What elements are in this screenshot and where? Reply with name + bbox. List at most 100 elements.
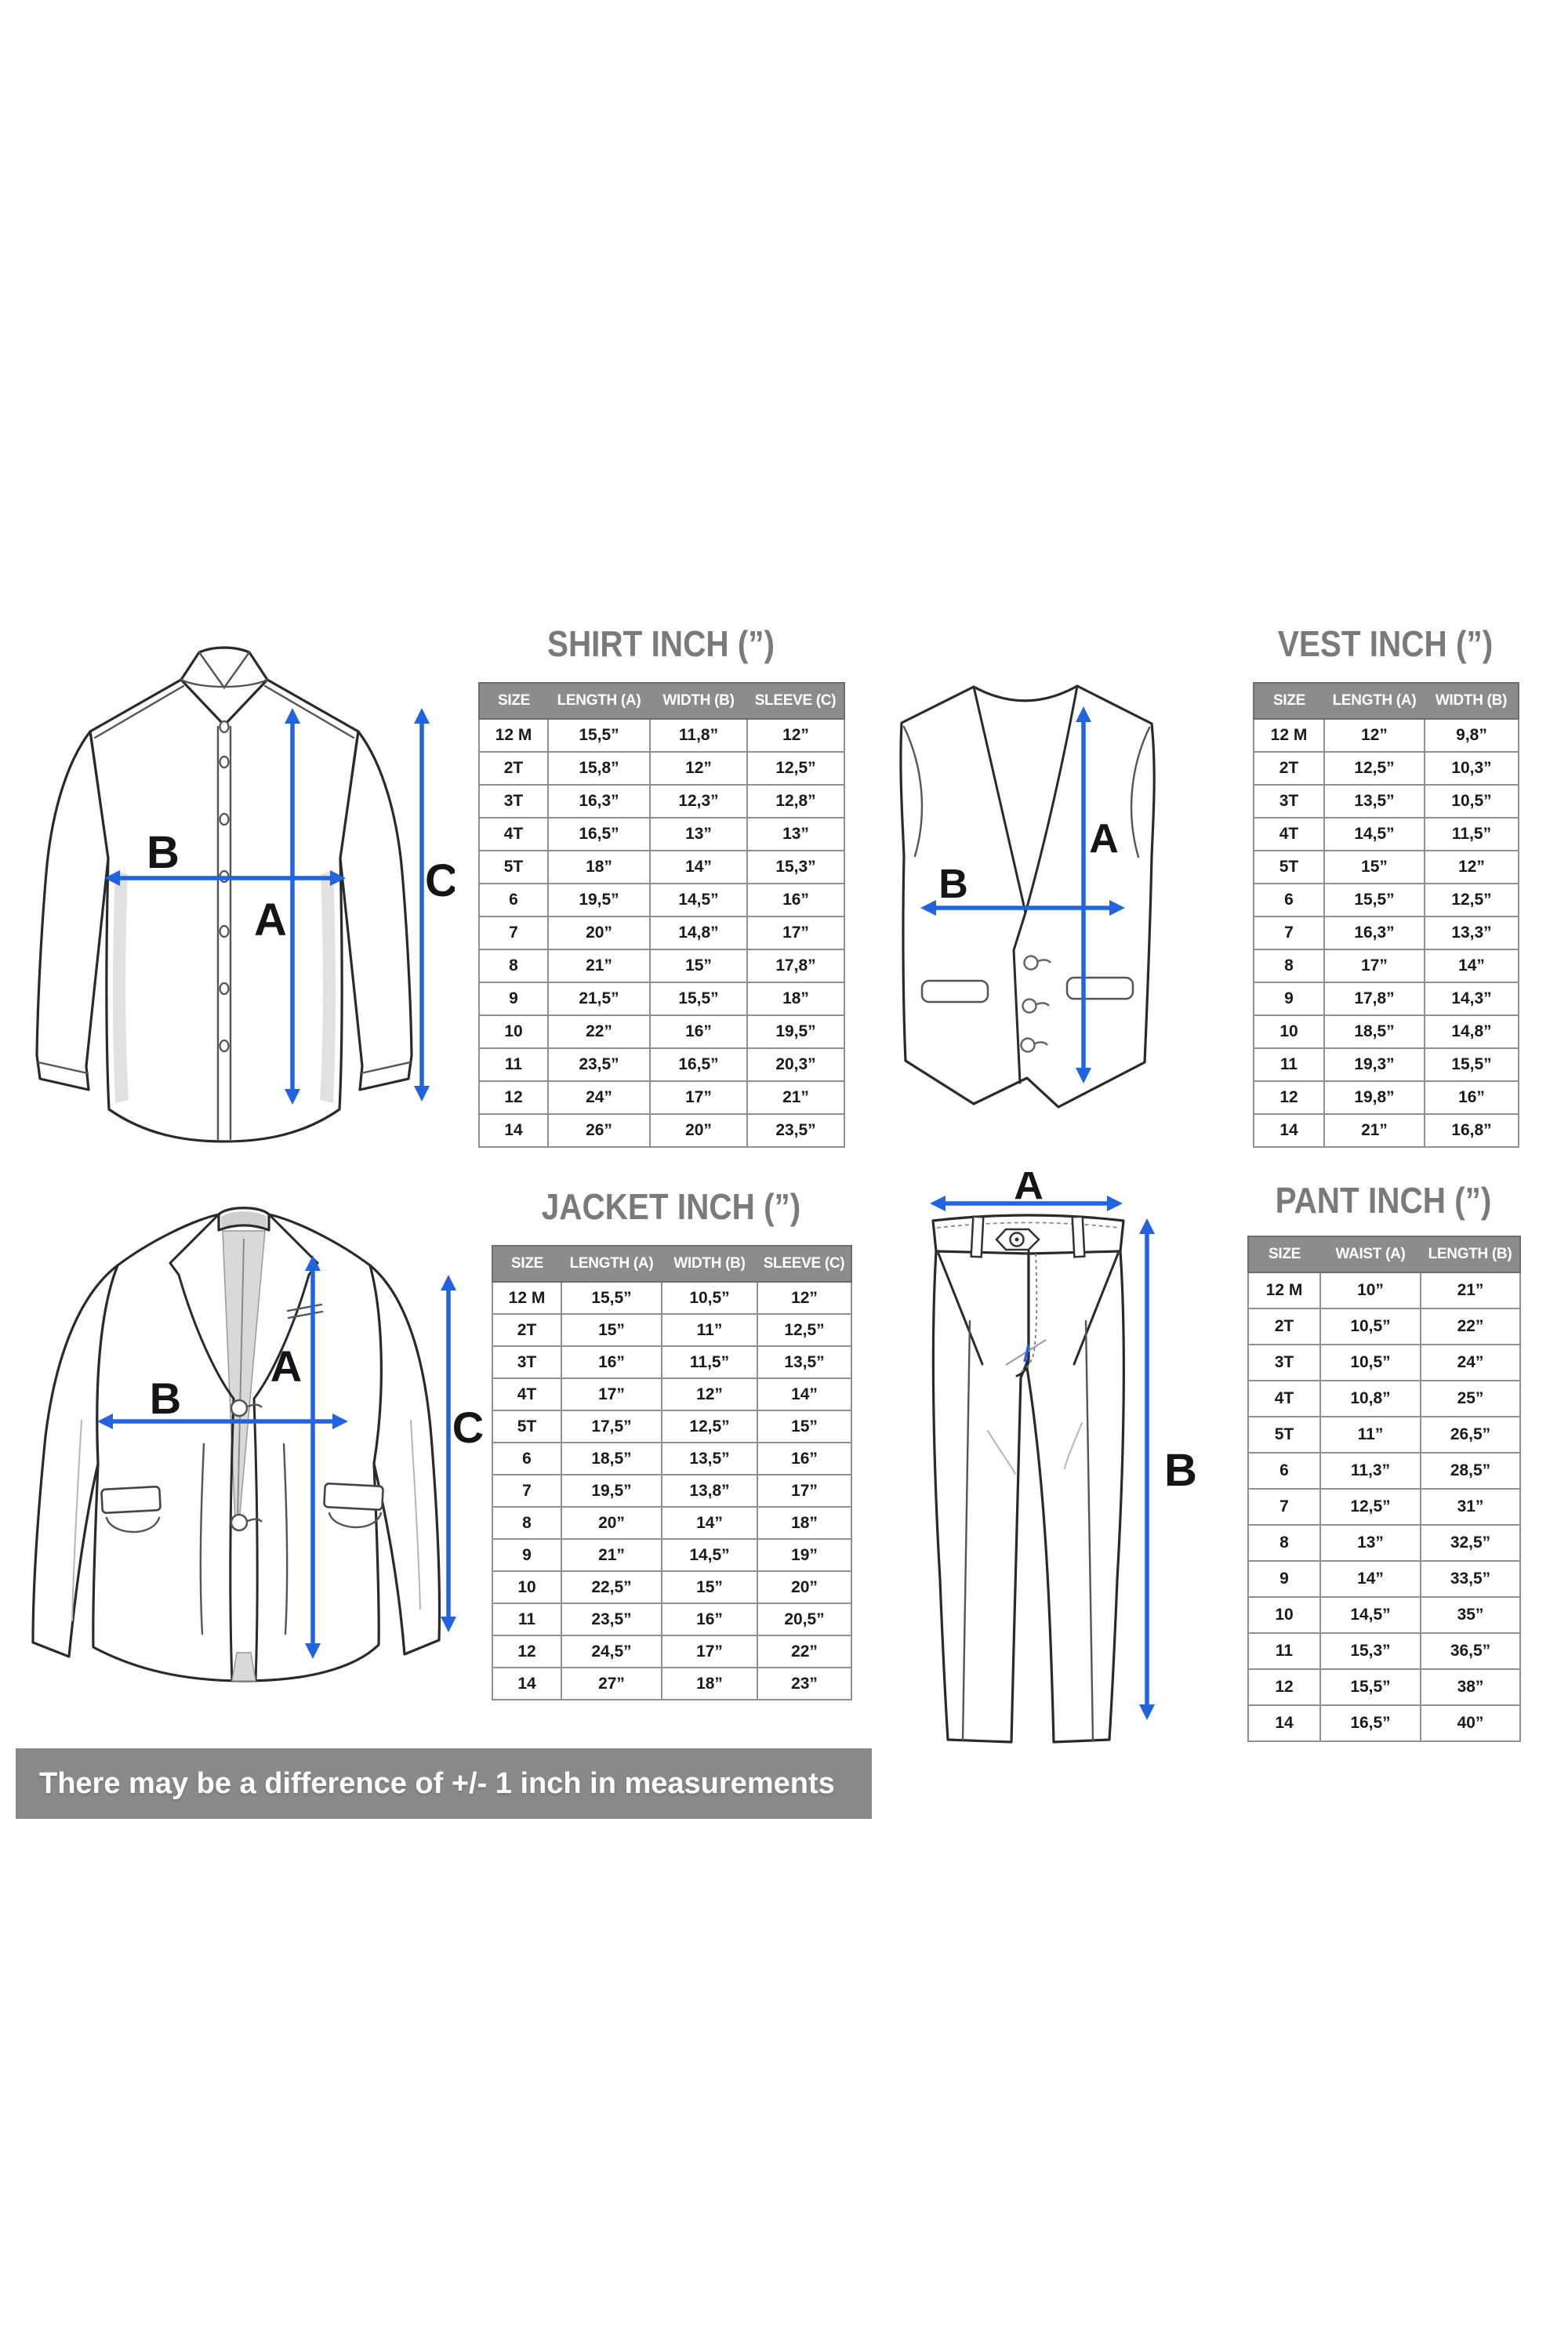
measurement-cell: 10,5” (1319, 1344, 1421, 1381)
size-cell: 8 (1253, 949, 1325, 983)
jacket-pocket-right (323, 1483, 384, 1529)
measurement-cell: 15” (649, 949, 748, 983)
measurement-cell: 14,5” (661, 1538, 758, 1572)
measurement-cell: 16” (1424, 1080, 1519, 1115)
size-cell: 14 (492, 1667, 562, 1700)
measurement-cell: 20” (757, 1570, 852, 1604)
pant-section: PANT INCH (”) SIZE WAIST (A) LENGTH (B) 12… (1247, 1180, 1521, 1742)
size-cell: 11 (492, 1602, 562, 1636)
size-cell: 3T (1247, 1344, 1321, 1381)
size-cell: 12 M (492, 1281, 562, 1315)
pant-illustration: A B (930, 1172, 1197, 1744)
table-row: 12 24” 17” 21” (478, 1080, 845, 1115)
size-cell: 3T (492, 1345, 562, 1379)
measurement-cell: 16,3” (547, 784, 651, 818)
column-header: SIZE (478, 682, 548, 720)
table-row: 5T 17,5” 12,5” 15” (492, 1410, 852, 1443)
measurement-cell: 21” (746, 1080, 845, 1115)
measurement-cell: 17,8” (746, 949, 845, 983)
table-row: 7 20” 14,8” 17” (478, 916, 845, 950)
size-cell: 12 (1247, 1668, 1321, 1706)
table-row: 9 21,5” 15,5” 18” (478, 982, 845, 1016)
pant-label-a: A (1014, 1172, 1044, 1208)
measurement-cell: 14,8” (1424, 1014, 1519, 1049)
size-cell: 14 (1247, 1704, 1321, 1742)
measurement-cell: 14,5” (649, 883, 748, 917)
table-row: 11 19,3” 15,5” (1253, 1047, 1519, 1082)
measurement-cell: 13” (649, 817, 748, 851)
measurement-cell: 18” (746, 982, 845, 1016)
measurement-cell: 18,5” (1323, 1014, 1425, 1049)
measurement-cell: 18” (661, 1667, 758, 1700)
table-row: 7 19,5” 13,8” 17” (492, 1474, 852, 1508)
measurement-cell: 26” (547, 1113, 651, 1148)
table-header-row: SIZE WAIST (A) LENGTH (B) (1247, 1236, 1521, 1273)
jacket-drawing (31, 1207, 441, 1682)
size-cell: 5T (478, 850, 549, 884)
size-cell: 8 (478, 949, 549, 983)
size-cell: 4T (1253, 817, 1325, 851)
measurement-cell: 12,3” (649, 784, 748, 818)
measurement-cell: 11” (661, 1313, 758, 1347)
size-cell: 7 (492, 1474, 562, 1508)
measurement-cell: 24” (1420, 1344, 1521, 1381)
measurement-cell: 10,5” (1424, 784, 1519, 818)
measurement-cell: 16” (746, 883, 845, 917)
measurement-cell: 18” (757, 1506, 852, 1540)
measurement-cell: 14” (649, 850, 748, 884)
size-cell: 4T (478, 817, 549, 851)
column-header: SIZE (1253, 682, 1324, 720)
measurement-cell: 12,5” (1319, 1488, 1421, 1526)
measurement-cell: 12,5” (1323, 751, 1425, 786)
table-row: 10 22,5” 15” 20” (492, 1570, 852, 1604)
measurement-cell: 12,5” (746, 751, 845, 786)
shirt-section: SHIRT INCH (”) SIZE LENGTH (A) WIDTH (B) SL… (478, 623, 845, 1148)
measurement-cell: 15,3” (1319, 1632, 1421, 1670)
measurement-cell: 18,5” (561, 1442, 662, 1475)
measurement-cell: 21,5” (547, 982, 651, 1016)
measurement-cell: 10,5” (661, 1281, 758, 1315)
measurement-cell: 11,8” (649, 718, 748, 753)
table-row: 5T 18” 14” 15,3” (478, 850, 845, 884)
size-cell: 6 (1253, 883, 1325, 917)
measurement-cell: 31” (1420, 1488, 1521, 1526)
measurement-cell: 17,5” (561, 1410, 662, 1443)
size-cell: 11 (478, 1047, 549, 1082)
column-header: WIDTH (B) (650, 682, 747, 720)
measurement-cell: 20,5” (757, 1602, 852, 1636)
measurement-cell: 14” (1319, 1560, 1421, 1598)
measurement-cell: 12,5” (1424, 883, 1519, 917)
pant-label-b: B (1164, 1445, 1197, 1496)
measurement-cell: 16” (661, 1602, 758, 1636)
size-cell: 12 (492, 1635, 562, 1668)
pant-measure-arrows: A B (930, 1172, 1197, 1720)
size-cell: 7 (1253, 916, 1325, 950)
measurement-cell: 17” (757, 1474, 852, 1508)
size-cell: 6 (1247, 1452, 1321, 1490)
measurement-cell: 21” (1323, 1113, 1425, 1148)
measurement-cell: 10,5” (1319, 1308, 1421, 1345)
shirt-size-table: SIZE LENGTH (A) WIDTH (B) SLEEVE (C) 12 M 15… (478, 682, 845, 1148)
table-header-row: SIZE LENGTH (A) WIDTH (B) (1253, 682, 1519, 720)
measurement-cell: 12” (746, 718, 845, 753)
measurement-cell: 20” (547, 916, 651, 950)
size-cell: 2T (1253, 751, 1325, 786)
table-row: 6 19,5” 14,5” 16” (478, 883, 845, 917)
measurement-cell: 15” (1323, 850, 1425, 884)
table-row: 14 21” 16,8” (1253, 1113, 1519, 1148)
table-row: 6 18,5” 13,5” 16” (492, 1442, 852, 1475)
measurement-cell: 15” (757, 1410, 852, 1443)
measurement-cell: 17,8” (1323, 982, 1425, 1016)
measurement-cell: 23,5” (561, 1602, 662, 1636)
size-cell: 7 (1247, 1488, 1321, 1526)
measurement-cell: 15,5” (1319, 1668, 1421, 1706)
size-cell: 2T (1247, 1308, 1321, 1345)
jacket-label-a: A (270, 1341, 302, 1391)
table-row: 14 26” 20” 23,5” (478, 1113, 845, 1148)
measurement-cell: 16,5” (649, 1047, 748, 1082)
measurement-cell: 14,8” (649, 916, 748, 950)
table-row: 8 13” 32,5” (1247, 1524, 1521, 1562)
measurement-cell: 13,5” (757, 1345, 852, 1379)
table-row: 11 15,3” 36,5” (1247, 1632, 1521, 1670)
column-header: WAIST (A) (1320, 1236, 1421, 1273)
